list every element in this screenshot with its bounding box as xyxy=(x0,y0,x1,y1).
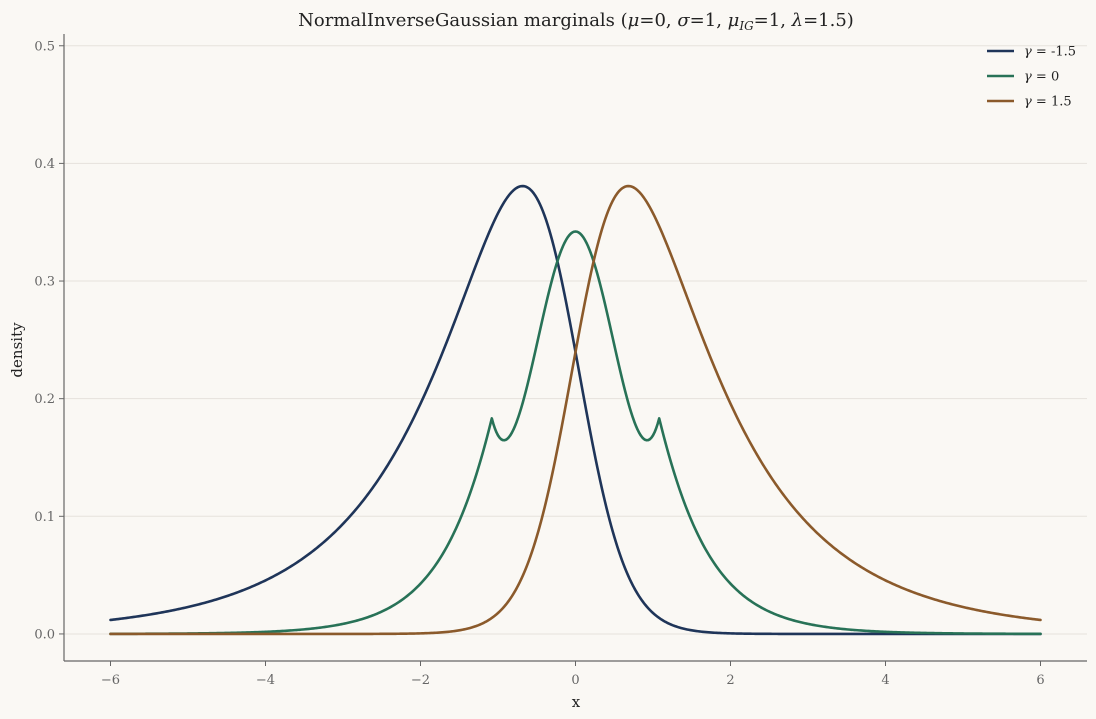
y-tick-label: 0.2 xyxy=(34,392,55,407)
y-tick-label: 0.0 xyxy=(34,627,55,642)
y-tick-label: 0.1 xyxy=(34,510,55,525)
series-line-1 xyxy=(109,230,1042,636)
y-axis-label: density xyxy=(8,322,26,378)
legend: γ = -1.5 γ = 0 γ = 1.5 xyxy=(987,45,1076,110)
x-tick-label: 0 xyxy=(571,673,579,688)
y-tick-label: 0.3 xyxy=(34,275,55,290)
series-line-2 xyxy=(109,184,1042,636)
legend-label: γ = 1.5 xyxy=(1024,95,1072,110)
y-tick-label: 0.5 xyxy=(34,39,55,54)
x-axis-label: x xyxy=(572,693,581,711)
axes: 0.0 0.1 0.2 0.3 0.4 0.5 −6 −4 −2 0 2 4 6 xyxy=(34,34,1087,688)
x-tick-label: −2 xyxy=(411,673,430,688)
x-tick-label: 4 xyxy=(881,673,889,688)
x-tick-label: −4 xyxy=(256,673,275,688)
x-tick-label: 6 xyxy=(1036,673,1044,688)
y-tick-label: 0.4 xyxy=(34,157,55,172)
grid xyxy=(64,45,1087,635)
x-tick-label: 2 xyxy=(726,673,734,688)
chart-title: NormalInverseGaussian marginals (μ=0, σ=… xyxy=(298,10,854,33)
legend-label: γ = 0 xyxy=(1024,70,1059,85)
series-group xyxy=(109,184,1042,636)
x-tick-label: −6 xyxy=(101,673,120,688)
series-line-0 xyxy=(109,184,1042,636)
legend-label: γ = -1.5 xyxy=(1024,45,1076,60)
